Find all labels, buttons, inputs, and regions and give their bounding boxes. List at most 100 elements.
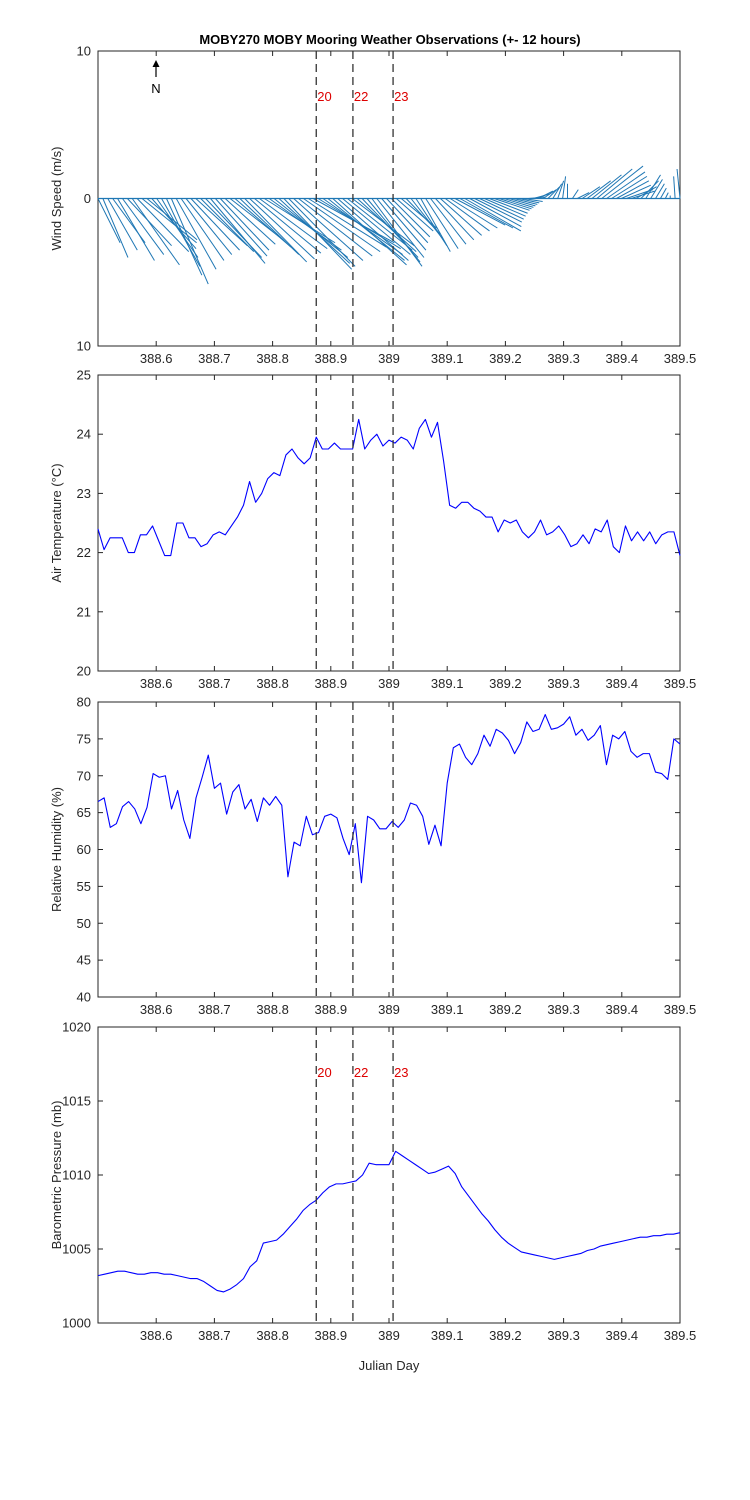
- wind-vector: [518, 198, 540, 204]
- x-tick-label: 389.3: [547, 1328, 580, 1343]
- y-axis-label: Air Temperature (°C): [49, 463, 64, 582]
- wind-vector: [660, 187, 667, 199]
- wind-vector: [185, 198, 233, 255]
- y-tick-label: 50: [77, 916, 91, 931]
- wind-vector: [146, 198, 198, 241]
- x-tick-label: 389.4: [606, 1002, 639, 1017]
- x-tick-label: 389.3: [547, 676, 580, 691]
- x-tick-label: 389.1: [431, 1002, 464, 1017]
- wind-vector: [493, 198, 530, 211]
- x-tick-label: 389.4: [606, 676, 639, 691]
- wind-vector: [449, 198, 498, 229]
- wind-vector: [200, 198, 255, 252]
- panel-frame: [97, 374, 681, 672]
- north-arrow-head: [152, 60, 160, 67]
- y-tick-label: 23: [77, 486, 91, 501]
- y-tick-label: 1000: [62, 1316, 91, 1331]
- panel-temp: 388.6 388.7 388.8 388.9 389 389.1 389.2 389.3 38…: [49, 368, 696, 692]
- y-tick-label: 70: [77, 768, 91, 783]
- x-tick-label: 389.1: [431, 676, 464, 691]
- wind-vector: [650, 179, 663, 199]
- y-tick-label: 1005: [62, 1242, 91, 1257]
- wind-vector: [489, 198, 528, 214]
- x-tick-label: 389.4: [606, 351, 639, 366]
- wind-vector: [107, 198, 138, 251]
- wind-vector: [440, 198, 482, 236]
- wind-vector: [332, 198, 407, 266]
- wind-vector: [219, 198, 270, 251]
- wind-vector: [288, 198, 356, 267]
- wind-vector: [562, 176, 567, 199]
- wind-vector: [586, 180, 611, 199]
- y-axis-label: Wind Speed (m/s): [49, 146, 64, 250]
- y-tick-label: 1020: [62, 1020, 91, 1035]
- x-tick-label: 388.7: [198, 676, 231, 691]
- wind-vector: [376, 198, 425, 258]
- wind-vector: [430, 198, 467, 245]
- x-tick-label: 389: [378, 676, 400, 691]
- wind-vector: [166, 198, 203, 276]
- wind-vector: [298, 198, 373, 257]
- wind-vector: [239, 198, 300, 255]
- panel-pressure: 388.6 388.7 388.8 388.9 389 389.1 389.2 389.3 38…: [49, 1020, 696, 1344]
- wind-vector: [180, 198, 225, 261]
- wind-vector: [386, 198, 429, 244]
- event-marker-label: 23: [394, 89, 408, 104]
- y-tick-label: 65: [77, 805, 91, 820]
- wind-vector: [655, 183, 665, 199]
- x-tick-label: 389: [378, 351, 400, 366]
- x-tick-label: 389.1: [431, 351, 464, 366]
- wind-vector: [371, 198, 423, 267]
- wind-vector: [676, 168, 681, 199]
- y-tick-label: 1015: [62, 1094, 91, 1109]
- wind-vector: [175, 198, 217, 270]
- event-marker-label: 22: [354, 89, 368, 104]
- wind-vector: [283, 198, 353, 270]
- panel-frame: [97, 1026, 681, 1324]
- x-tick-label: 388.9: [315, 1002, 348, 1017]
- wind-vector: [122, 198, 165, 255]
- x-tick-label: 388.8: [256, 1002, 289, 1017]
- wind-vector: [645, 174, 661, 199]
- y-tick-label: 60: [77, 842, 91, 857]
- panel-frame: [97, 701, 681, 998]
- event-marker-label: 20: [317, 1065, 331, 1080]
- wind-vector: [469, 198, 522, 227]
- x-tick-label: 388.8: [256, 676, 289, 691]
- wind-vector: [254, 198, 322, 254]
- wind-vector: [391, 198, 431, 238]
- wind-vector: [616, 180, 650, 199]
- x-tick-label: 389.5: [664, 351, 697, 366]
- figure-title: MOBY270 MOBY Mooring Weather Observation…: [199, 32, 580, 47]
- x-tick-label: 389.2: [489, 676, 522, 691]
- y-tick-label: 75: [77, 731, 91, 746]
- x-tick-label: 389.4: [606, 1328, 639, 1343]
- temp-series-line: [97, 418, 681, 557]
- x-tick-label: 388.9: [315, 676, 348, 691]
- y-tick-label: 1010: [62, 1168, 91, 1183]
- wind-vector: [444, 198, 490, 232]
- x-tick-label: 388.6: [140, 1002, 173, 1017]
- wind-vector: [342, 198, 411, 255]
- x-tick-label: 389.2: [489, 1002, 522, 1017]
- wind-vector: [601, 165, 644, 199]
- wind-vector: [396, 198, 434, 232]
- y-axis-label: Relative Humidity (%): [49, 787, 64, 912]
- y-tick-label: 20: [77, 664, 91, 679]
- wind-vector: [552, 183, 563, 199]
- wind-vector: [596, 168, 633, 199]
- x-tick-label: 389: [378, 1328, 400, 1343]
- y-tick-label: 10: [77, 44, 91, 59]
- wind-vector: [97, 198, 121, 243]
- y-tick-label: 25: [77, 368, 91, 383]
- x-tick-label: 389.3: [547, 1002, 580, 1017]
- wind-vector: [503, 198, 534, 208]
- wind-vector: [210, 198, 266, 264]
- rh-series-line: [97, 713, 681, 884]
- x-tick-label: 389.5: [664, 1328, 697, 1343]
- y-axis-label: Barometric Pressure (mb): [49, 1101, 64, 1250]
- wind-vector: [464, 198, 522, 232]
- wind-vector: [215, 198, 268, 257]
- wind-vector: [606, 171, 646, 199]
